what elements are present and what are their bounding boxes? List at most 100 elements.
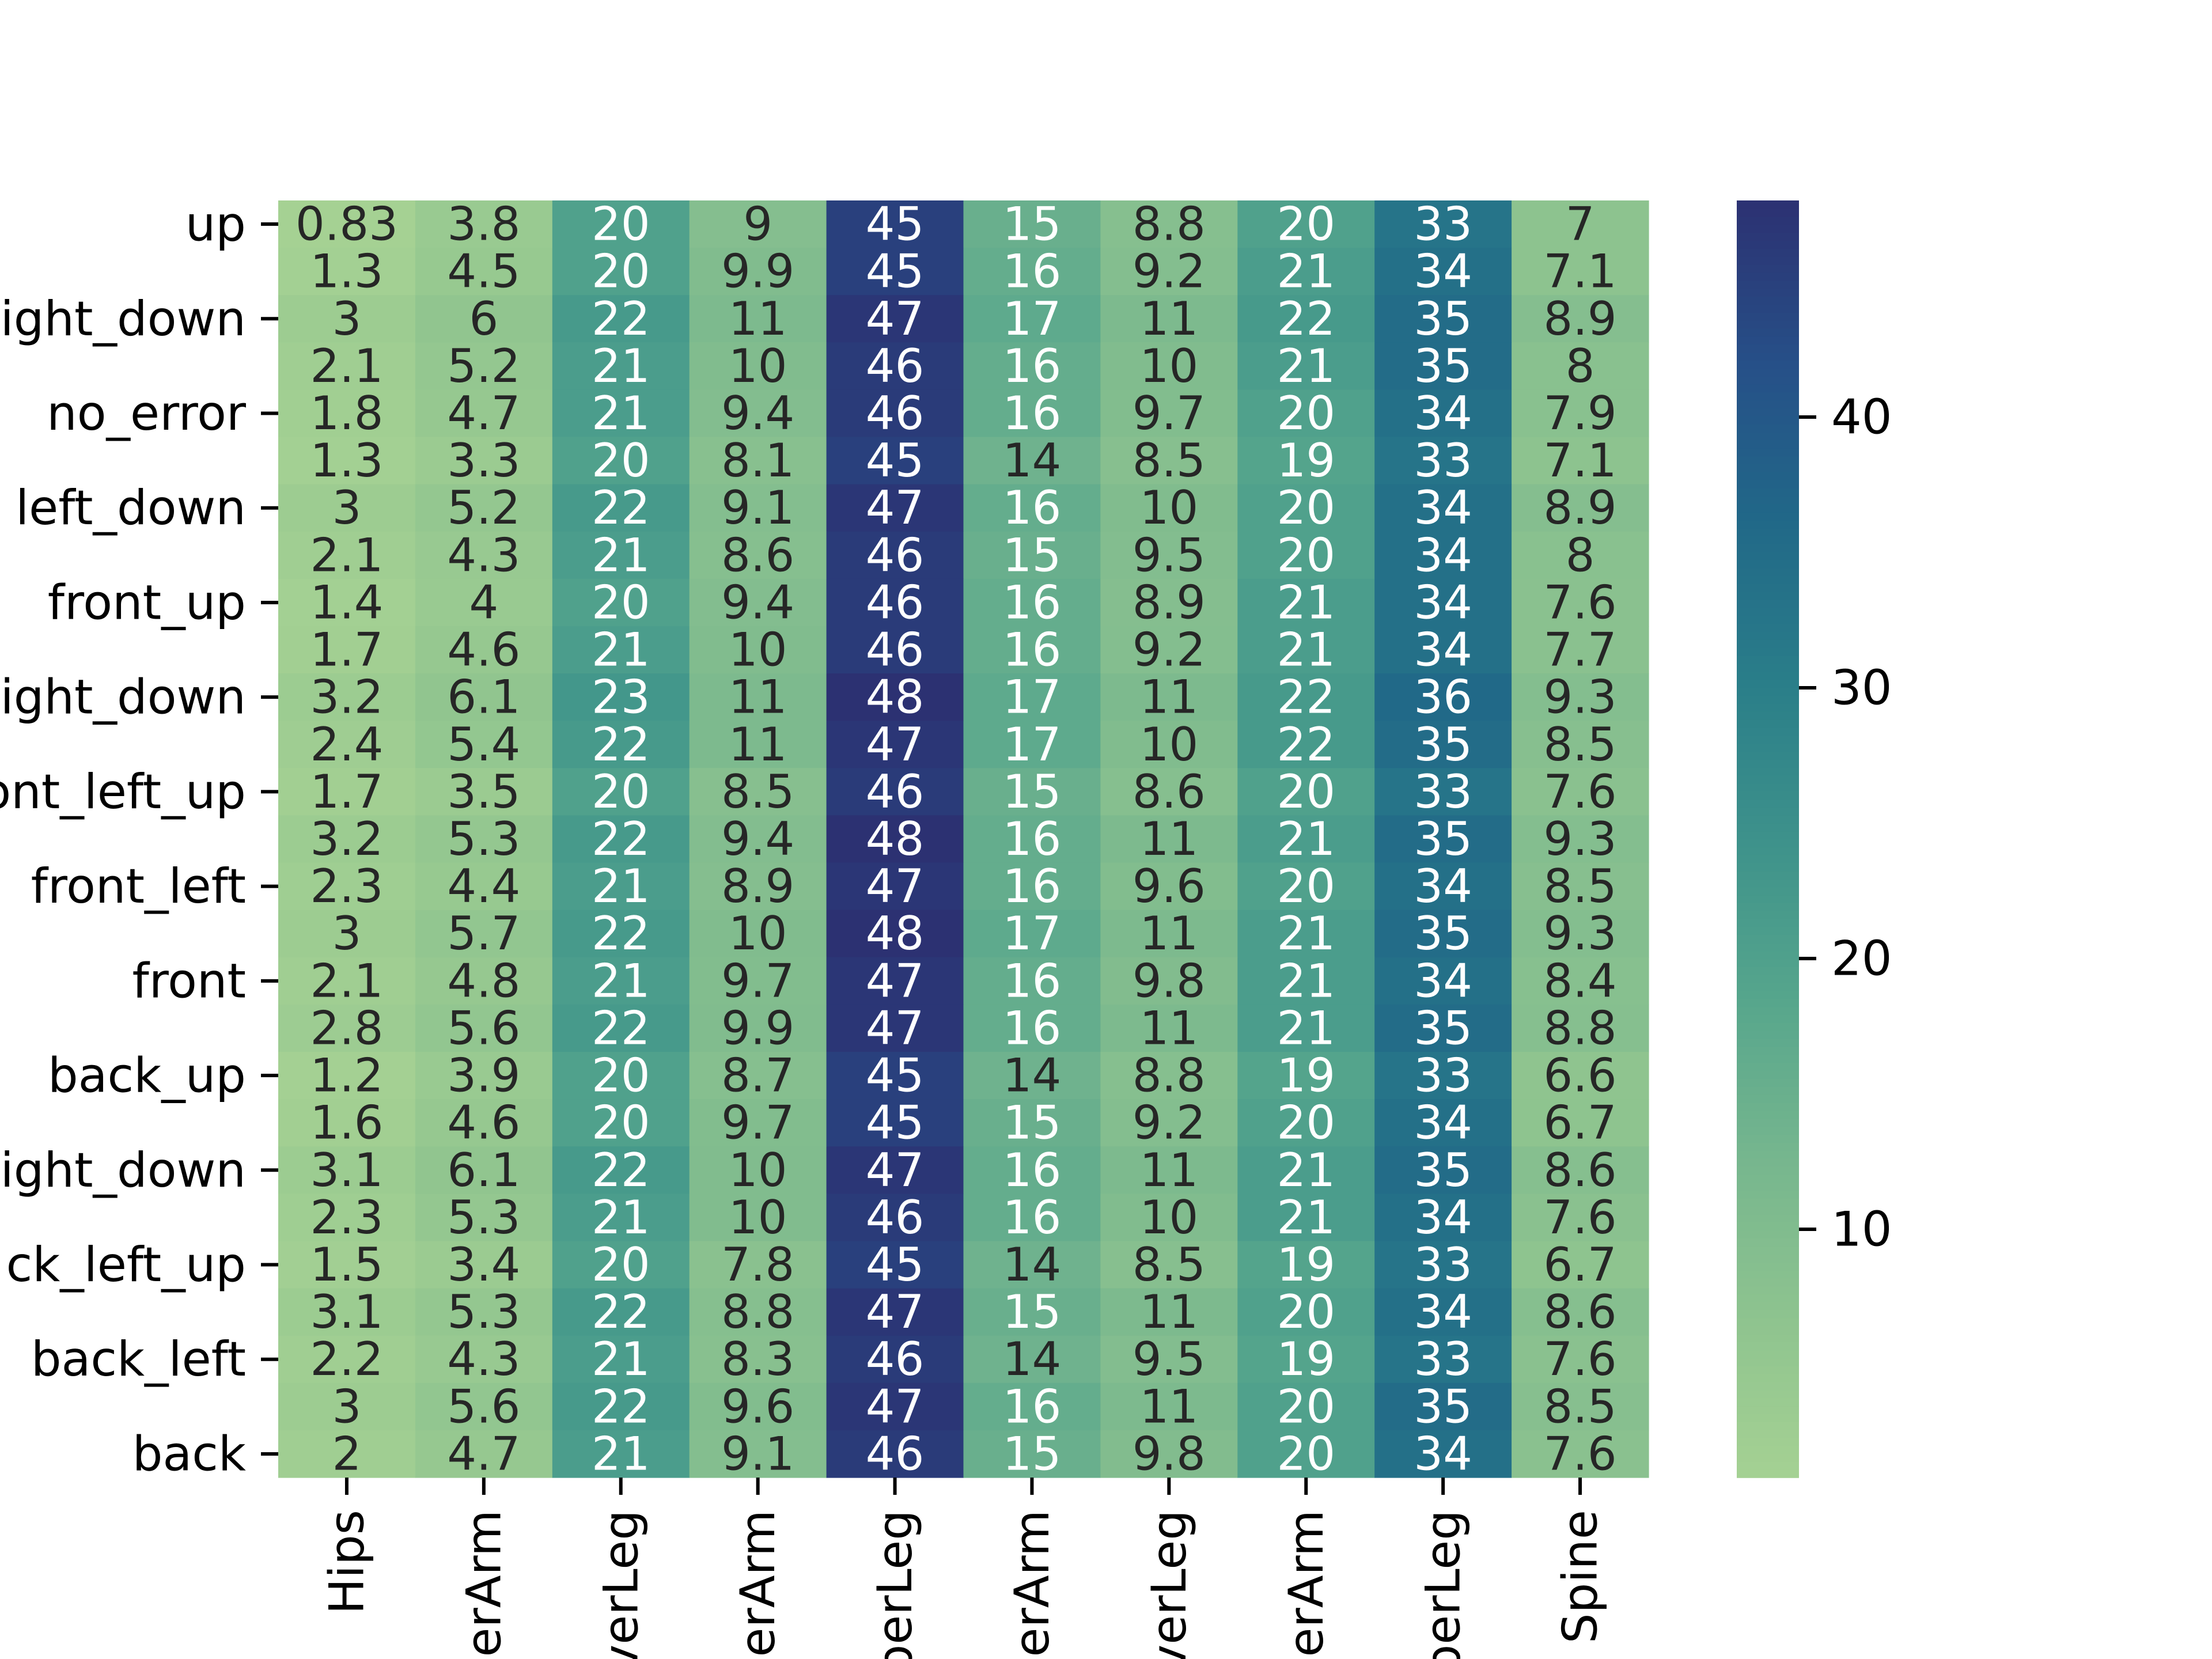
colorbar-segment [1737,1110,1799,1119]
cell-value: 45 [866,1096,925,1150]
cell-value: 5.6 [447,1380,520,1433]
cell-value: 35 [1414,907,1472,960]
cell-value: 6.7 [1543,1238,1616,1291]
cell-value: 33 [1414,1049,1472,1103]
cell-value: 5.7 [447,907,520,960]
heatmap-cell [1100,437,1238,485]
cell-value: 16 [1003,1191,1062,1244]
heatmap-cell [826,200,964,248]
colorbar-segment [1737,1445,1799,1455]
heatmap-cell [1374,721,1512,768]
heatmap-cell [415,484,553,532]
heatmap-cell [826,1099,964,1147]
cell-value: 34 [1414,387,1472,440]
heatmap-cell [1512,1241,1649,1289]
colorbar-segment [1737,1350,1799,1358]
cell-value: 5.3 [447,1191,520,1244]
cell-value: 21 [592,528,650,582]
colorbar-segment [1737,1038,1799,1047]
heatmap-cell [415,1099,553,1147]
cell-value: 11 [1139,812,1198,866]
heatmap-cell [552,1335,690,1384]
cell-value: 33 [1414,198,1472,251]
colorbar-segment [1737,256,1799,265]
heatmap-cell [1100,721,1238,768]
heatmap-cell [552,673,690,721]
cell-value: 16 [1003,481,1062,535]
heatmap-cell [963,200,1101,248]
colorbar-segment [1737,551,1799,560]
colorbar-segment [1737,695,1799,704]
heatmap-cell [278,1146,416,1194]
colorbar: 10 20 30 40 [1737,200,1892,1478]
cell-value: 2.1 [310,339,383,393]
heatmap-cell [689,1288,827,1336]
heatmap-cell [1237,1146,1375,1194]
cell-value: 33 [1414,765,1472,819]
colorbar-segment [1737,264,1799,273]
heatmap-cell [963,1194,1101,1242]
cell-value: 16 [1003,623,1062,677]
colorbar-segment [1737,839,1799,848]
heatmap-cell [1512,721,1649,768]
cell-value: 8.5 [1543,859,1616,913]
heatmap-cell [826,957,964,1005]
heatmap-cell [689,862,827,911]
colorbar-segment [1737,1373,1799,1382]
cell-value: 34 [1414,1427,1472,1480]
cell-value: 46 [866,765,925,819]
colorbar-segment [1737,336,1799,345]
heatmap-cell [1374,1382,1512,1431]
colorbar-segment [1737,296,1799,305]
cell-value: 34 [1414,623,1472,677]
cell-value: 16 [1003,339,1062,393]
colorbar-segment [1737,751,1799,760]
colorbar-segment [1737,503,1799,513]
heatmap-cell [278,1194,416,1242]
cell-value: 20 [592,1238,650,1291]
heatmap-cell [1512,437,1649,485]
heatmap-cell [963,484,1101,532]
cell-value: 9.8 [1132,1427,1206,1480]
cell-value: 8 [1566,528,1595,582]
heatmap-cell [415,721,553,768]
colorbar-segment [1737,416,1799,425]
cell-value: 21 [1277,954,1335,1007]
cell-value: 9.7 [721,1096,794,1150]
cell-value: 8.6 [1543,1285,1616,1339]
y-tick-label: ight_down [1,291,246,347]
cell-value: 21 [592,1191,650,1244]
x-tick-label: perArm [456,1510,512,1659]
cell-value: 7.6 [1543,1332,1616,1386]
cell-value: 46 [866,387,925,440]
colorbar-segment [1737,1278,1799,1287]
cell-value: 47 [866,1380,925,1433]
cell-value: 35 [1414,1001,1472,1055]
cell-value: 20 [1277,859,1335,913]
heatmap-cell [689,342,827,391]
heatmap-cell [963,531,1101,579]
heatmap-cell [689,673,827,721]
cell-value: 21 [592,1332,650,1386]
colorbar-segment [1737,344,1799,353]
heatmap-cell [1237,626,1375,674]
heatmap-cell [826,862,964,911]
heatmap-cell [1100,862,1238,911]
heatmap-cell [689,815,827,863]
cell-value: 47 [866,859,925,913]
colorbar-segment [1737,655,1799,664]
colorbar-segment [1737,479,1799,488]
cell-value: 21 [592,623,650,677]
colorbar-segment [1737,328,1799,337]
cell-value: 9.6 [1132,859,1206,913]
cell-value: 48 [866,907,925,960]
cell-value: 7.1 [1543,245,1616,298]
cell-value: 2.2 [310,1332,383,1386]
colorbar-segment [1737,408,1799,416]
cell-value: 8.5 [721,765,794,819]
colorbar-segment [1737,216,1799,225]
cell-value: 21 [1277,1143,1335,1197]
heatmap-cell [1100,1004,1238,1052]
heatmap-cell [1100,389,1238,438]
colorbar-segment [1737,1006,1799,1016]
